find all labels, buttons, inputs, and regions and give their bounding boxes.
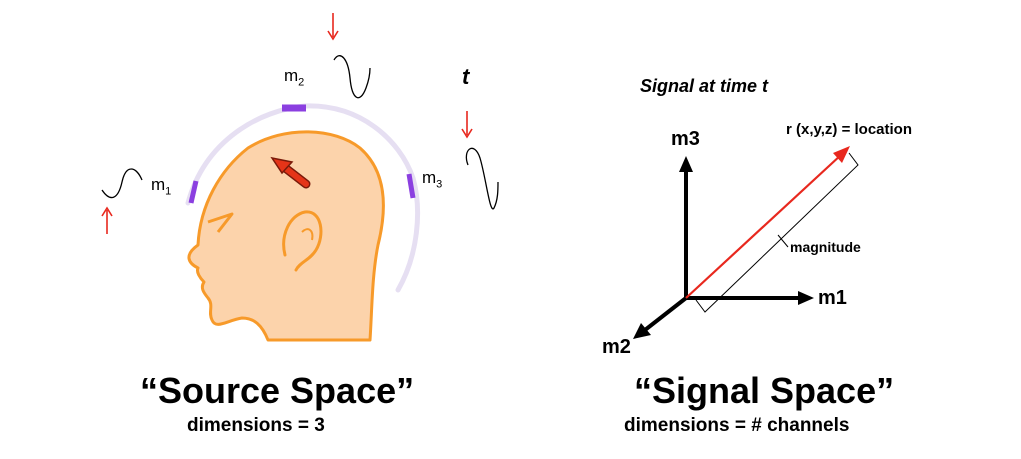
ear-inner (301, 228, 314, 241)
magnitude-label: magnitude (790, 239, 861, 255)
time-arrow-m3 (461, 111, 473, 139)
axis-label-m1: m1 (818, 287, 847, 309)
sensor-label-m2: m2 (284, 66, 305, 89)
axis-label-m2: m2 (602, 336, 631, 358)
head-outline (187, 130, 385, 342)
source-space-subtitle: dimensions = 3 (187, 415, 325, 436)
location-vector (685, 146, 850, 299)
sensor-helmet (185, 103, 421, 293)
axis-m2 (633, 296, 688, 339)
signal-space-title: “Signal Space” (634, 370, 895, 411)
magnitude-tick (777, 234, 789, 248)
sensor-label-m1: m1 (151, 175, 172, 198)
axis-m1 (686, 291, 814, 305)
time-arrow-m1 (101, 206, 113, 234)
sensor-m1-pad (188, 180, 199, 204)
sensor-label-m3: m3 (422, 168, 443, 191)
waveform-m3 (465, 147, 499, 210)
signal-space-subtitle: dimensions = # channels (624, 415, 850, 436)
vector-label: r (x,y,z) = location (786, 121, 912, 138)
sensor-m3-pad (406, 173, 416, 199)
source-space-title: “Source Space” (140, 370, 415, 411)
signal-space-heading: Signal at time t (640, 76, 769, 96)
waveform-m1 (101, 168, 143, 199)
ear (282, 210, 323, 272)
eye (207, 212, 234, 233)
axis-label-m3: m3 (671, 128, 700, 150)
axis-m3 (679, 156, 693, 298)
waveform-m2 (333, 55, 371, 99)
time-arrow-m2 (327, 13, 339, 41)
time-label: t (462, 64, 470, 89)
dipole-arrow (270, 156, 311, 189)
